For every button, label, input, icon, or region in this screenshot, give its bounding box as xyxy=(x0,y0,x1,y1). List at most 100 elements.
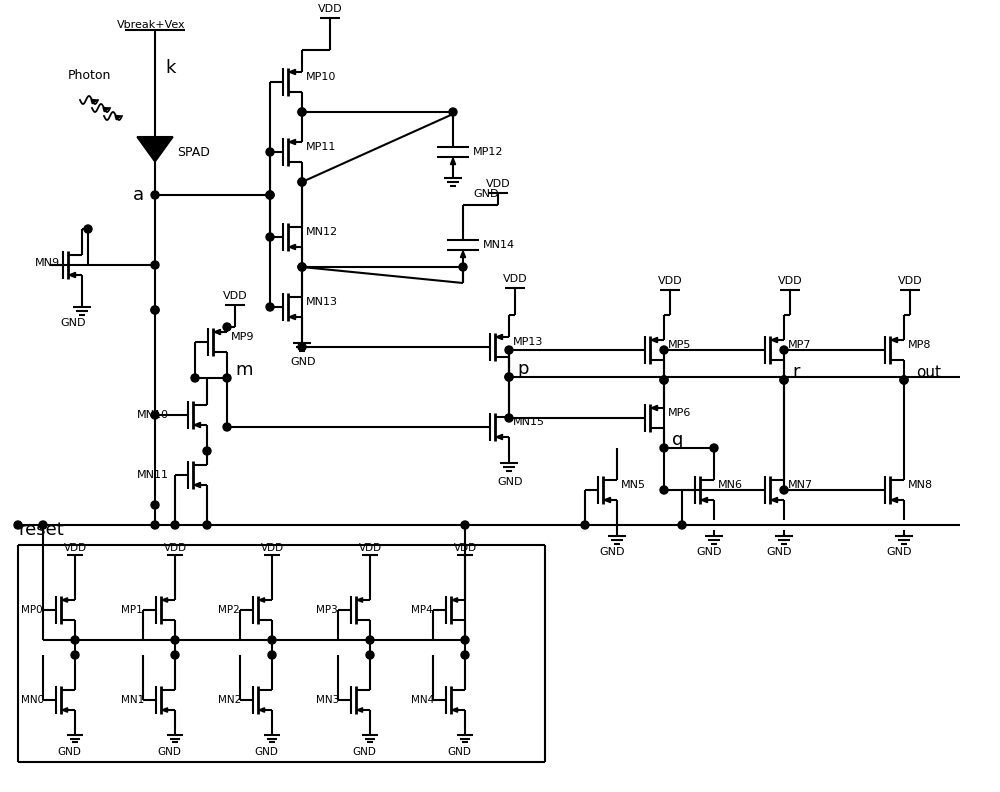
Circle shape xyxy=(459,263,467,271)
Text: VDD: VDD xyxy=(358,543,382,553)
Text: VDD: VDD xyxy=(486,179,510,189)
Text: p: p xyxy=(517,360,528,378)
Polygon shape xyxy=(259,708,265,712)
Polygon shape xyxy=(771,337,778,343)
Circle shape xyxy=(298,178,306,186)
Circle shape xyxy=(900,376,908,384)
Polygon shape xyxy=(137,137,173,162)
Text: VDD: VDD xyxy=(223,291,247,301)
Polygon shape xyxy=(91,100,97,104)
Circle shape xyxy=(660,346,668,354)
Polygon shape xyxy=(162,598,168,602)
Text: VDD: VDD xyxy=(898,276,922,286)
Text: MN11: MN11 xyxy=(137,470,169,480)
Text: q: q xyxy=(672,431,683,449)
Text: MP4: MP4 xyxy=(411,605,433,615)
Text: reset: reset xyxy=(18,521,64,539)
Text: VDD: VDD xyxy=(778,276,802,286)
Polygon shape xyxy=(357,708,363,712)
Text: VDD: VDD xyxy=(260,543,284,553)
Text: MN8: MN8 xyxy=(908,480,933,490)
Circle shape xyxy=(151,306,159,314)
Circle shape xyxy=(151,306,159,314)
Text: MP1: MP1 xyxy=(121,605,143,615)
Circle shape xyxy=(151,411,159,419)
Polygon shape xyxy=(604,497,611,503)
Text: MN10: MN10 xyxy=(137,410,169,420)
Circle shape xyxy=(298,178,306,186)
Circle shape xyxy=(505,346,513,354)
Circle shape xyxy=(71,636,79,644)
Circle shape xyxy=(171,636,179,644)
Circle shape xyxy=(151,501,159,509)
Text: GND: GND xyxy=(766,547,792,557)
Text: GND: GND xyxy=(157,747,181,757)
Text: MN12: MN12 xyxy=(306,227,338,237)
Circle shape xyxy=(366,651,374,659)
Text: out: out xyxy=(916,364,941,379)
Text: GND: GND xyxy=(886,547,912,557)
Circle shape xyxy=(268,636,276,644)
Polygon shape xyxy=(289,70,296,74)
Circle shape xyxy=(84,225,92,233)
Circle shape xyxy=(780,346,788,354)
Circle shape xyxy=(505,373,513,381)
Text: MN4: MN4 xyxy=(411,695,434,705)
Text: GND: GND xyxy=(497,477,522,487)
Text: VDD: VDD xyxy=(163,543,187,553)
Text: GND: GND xyxy=(352,747,376,757)
Circle shape xyxy=(298,108,306,116)
Text: MN15: MN15 xyxy=(513,417,545,427)
Polygon shape xyxy=(214,329,221,334)
Text: MN9: MN9 xyxy=(35,258,60,268)
Circle shape xyxy=(298,343,306,351)
Polygon shape xyxy=(69,272,76,278)
Text: MP7: MP7 xyxy=(788,340,812,350)
Circle shape xyxy=(780,486,788,494)
Circle shape xyxy=(298,263,306,271)
Circle shape xyxy=(223,423,231,431)
Text: GND: GND xyxy=(473,189,499,199)
Polygon shape xyxy=(194,422,201,428)
Circle shape xyxy=(151,521,159,529)
Circle shape xyxy=(171,651,179,659)
Text: MN5: MN5 xyxy=(621,480,646,490)
Text: MP10: MP10 xyxy=(306,72,336,82)
Text: MN7: MN7 xyxy=(788,480,813,490)
Text: GND: GND xyxy=(696,547,722,557)
Text: m: m xyxy=(235,361,253,379)
Text: VDD: VDD xyxy=(503,274,527,284)
Text: MP12: MP12 xyxy=(473,147,504,157)
Text: GND: GND xyxy=(290,357,316,367)
Circle shape xyxy=(581,521,589,529)
Circle shape xyxy=(366,636,374,644)
Text: VDD: VDD xyxy=(453,543,477,553)
Polygon shape xyxy=(162,708,168,712)
Text: MN6: MN6 xyxy=(718,480,743,490)
Polygon shape xyxy=(115,116,121,120)
Circle shape xyxy=(660,376,668,384)
Text: VDD: VDD xyxy=(658,276,682,286)
Circle shape xyxy=(266,191,274,199)
Circle shape xyxy=(71,651,79,659)
Circle shape xyxy=(461,651,469,659)
Polygon shape xyxy=(452,708,458,712)
Circle shape xyxy=(678,521,686,529)
Text: GND: GND xyxy=(599,547,624,557)
Text: MP13: MP13 xyxy=(513,337,543,347)
Polygon shape xyxy=(651,406,658,410)
Text: GND: GND xyxy=(60,318,86,328)
Circle shape xyxy=(14,521,22,529)
Polygon shape xyxy=(891,337,898,343)
Polygon shape xyxy=(771,497,778,503)
Circle shape xyxy=(780,376,788,384)
Circle shape xyxy=(223,374,231,382)
Polygon shape xyxy=(891,497,898,503)
Circle shape xyxy=(505,373,513,381)
Circle shape xyxy=(268,651,276,659)
Circle shape xyxy=(203,447,211,455)
Circle shape xyxy=(505,414,513,422)
Polygon shape xyxy=(194,482,201,488)
Text: MP3: MP3 xyxy=(316,605,338,615)
Text: MN1: MN1 xyxy=(121,695,144,705)
